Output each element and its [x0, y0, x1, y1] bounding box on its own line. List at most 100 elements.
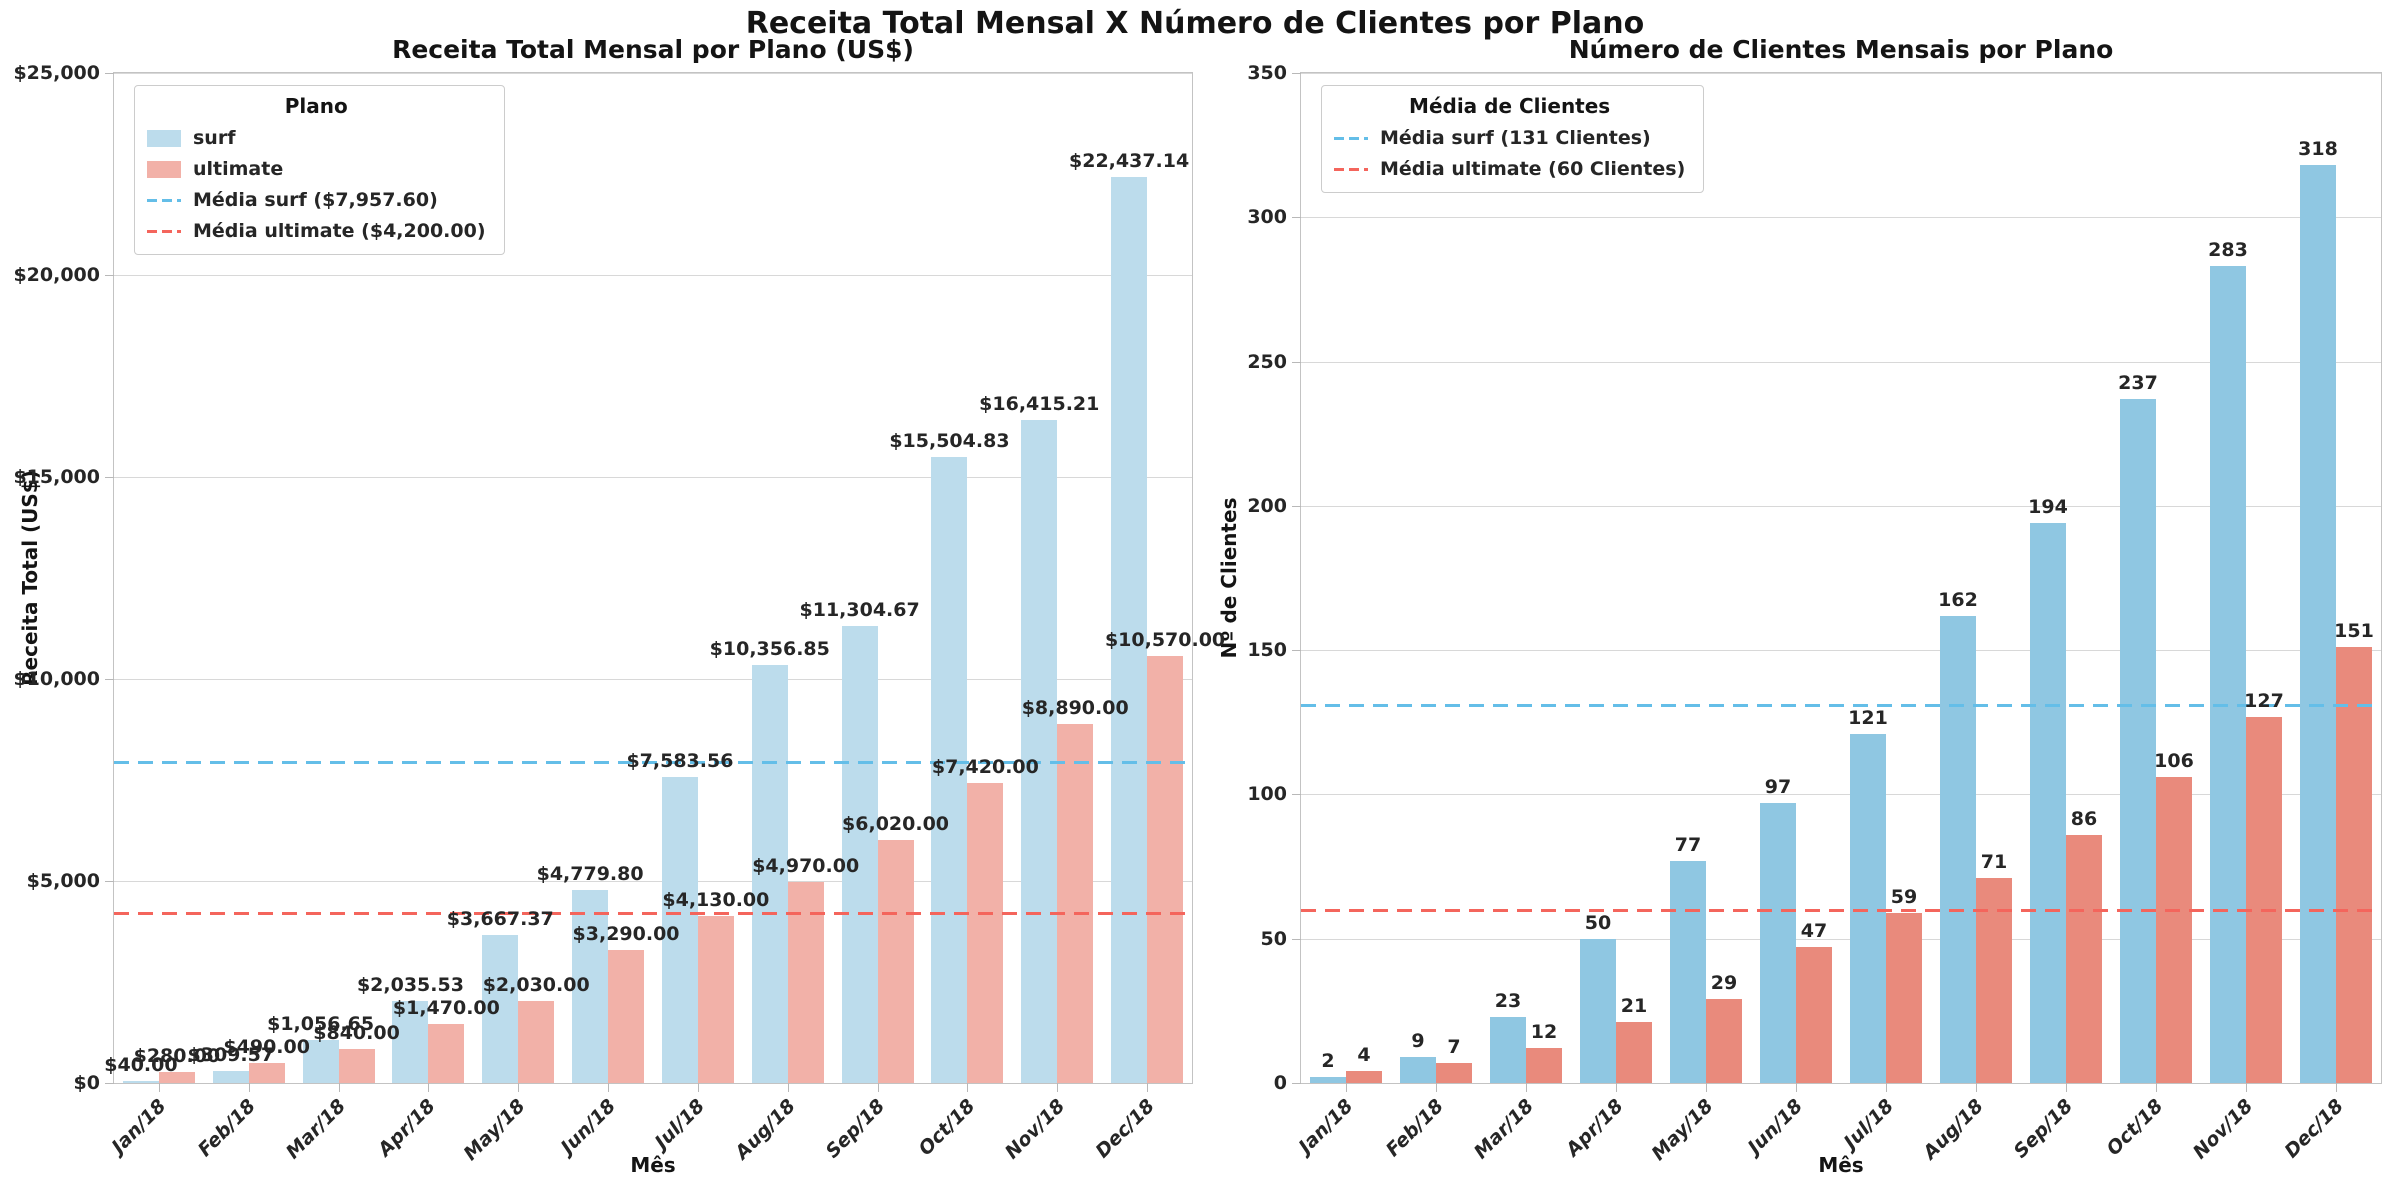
y-tick: [1292, 1083, 1301, 1084]
y-tick: [105, 881, 114, 882]
bar-value-label: $11,304.67: [799, 599, 920, 622]
legend-item-label: Média ultimate (60 Clientes): [1380, 158, 1686, 180]
x-tick-label: Jul/18: [651, 1095, 710, 1154]
bar-value-label: $4,130.00: [662, 889, 770, 912]
bar-ultimate: [2336, 647, 2372, 1083]
x-tick: [428, 1083, 430, 1092]
bar-value-label: 29: [1710, 972, 1738, 995]
x-tick-label: Jan/18: [107, 1095, 171, 1158]
x-tick-label: Apr/18: [374, 1095, 440, 1161]
bar-surf: [2210, 266, 2246, 1083]
y-tick: [1292, 938, 1301, 940]
y-tick-label: $10,000: [13, 668, 100, 690]
x-tick: [2066, 1083, 2067, 1092]
bar-value-label: $7,420.00: [931, 756, 1039, 779]
y-tick: [105, 1083, 114, 1084]
bar-ultimate: [1346, 1071, 1382, 1083]
x-tick: [158, 1083, 160, 1092]
y-tick-label: $25,000: [13, 62, 100, 84]
bar-surf: [122, 1081, 159, 1083]
bar-ultimate: [428, 1023, 465, 1083]
x-tick-label: Jun/18: [556, 1095, 620, 1159]
bar-value-label: $16,415.21: [979, 392, 1100, 415]
bar-value-label: $280.00: [133, 1044, 221, 1067]
bar-value-label: 50: [1584, 911, 1612, 934]
bar-value-label: 151: [2334, 620, 2374, 643]
bar-ultimate: [1436, 1062, 1472, 1083]
bar-value-label: 127: [2244, 689, 2284, 712]
bar-surf: [1021, 419, 1058, 1083]
x-tick: [518, 1083, 520, 1092]
bar-surf: [482, 934, 519, 1083]
gridline: [114, 73, 1192, 74]
y-tick-label: 150: [1247, 639, 1287, 662]
bar-ultimate: [1526, 1048, 1562, 1083]
x-tick: [1886, 1083, 1887, 1092]
bar-ultimate: [1616, 1022, 1652, 1083]
y-tick-label: 200: [1247, 494, 1287, 517]
bar-value-label: 9: [1411, 1030, 1425, 1053]
bar-ultimate: [1706, 999, 1742, 1083]
bar-value-label: $3,290.00: [572, 923, 680, 946]
gridline: [114, 679, 1192, 680]
bar-value-label: $7,583.56: [626, 749, 734, 772]
x-tick: [1976, 1083, 1977, 1092]
legend-dash-sample: [147, 229, 181, 233]
bar-ultimate: [1976, 878, 2012, 1083]
y-tick-label: $5,000: [26, 870, 100, 892]
y-tick-label: 0: [1273, 1072, 1287, 1094]
gridline: [1301, 938, 2381, 940]
bar-surf: [1400, 1057, 1436, 1083]
bar-value-label: $4,970.00: [752, 855, 860, 878]
x-tick-label: Jul/18: [1839, 1095, 1898, 1154]
y-tick: [1292, 361, 1301, 363]
bar-surf: [931, 456, 968, 1083]
y-tick-label: 50: [1260, 927, 1287, 950]
bar-surf: [1940, 615, 1976, 1083]
x-tick: [1526, 1083, 1527, 1092]
gridline: [1301, 73, 2381, 74]
clients-chart-title: Número de Clientes Mensais por Plano: [1568, 35, 2114, 64]
bar-value-label: 283: [2208, 239, 2248, 262]
bar-value-label: 21: [1620, 995, 1648, 1018]
x-tick: [967, 1083, 969, 1092]
bar-value-label: $8,890.00: [1021, 696, 1129, 719]
bar-ultimate: [697, 916, 734, 1083]
bar-ultimate: [608, 950, 644, 1083]
bar-ultimate: [2156, 777, 2192, 1083]
gridline: [114, 477, 1192, 478]
legend-item-label: ultimate: [193, 158, 284, 180]
legend-title: Média de Clientes: [1409, 94, 1611, 118]
bar-value-label: $15,504.83: [889, 429, 1010, 452]
bar-value-label: 47: [1800, 920, 1828, 943]
legend-item: Média ultimate ($4,200.00): [147, 220, 486, 242]
legend-dash-sample: [1334, 136, 1368, 140]
x-tick: [2156, 1083, 2157, 1092]
x-tick: [1616, 1083, 1617, 1092]
bar-value-label: $22,437.14: [1069, 149, 1190, 172]
x-tick-label: Jun/18: [1744, 1095, 1808, 1159]
bar-value-label: 121: [1848, 706, 1888, 729]
x-tick-label: Feb/18: [1381, 1095, 1448, 1162]
x-tick: [877, 1083, 879, 1092]
mean-line: [114, 760, 1192, 764]
revenue-chart: Receita Total Mensal por Plano (US$) Rec…: [13, 35, 1225, 1177]
legend-title: Plano: [284, 94, 348, 118]
bar-surf: [572, 889, 609, 1083]
bar-value-label: 237: [2118, 372, 2158, 395]
y-tick: [1292, 794, 1301, 796]
bar-surf: [2120, 399, 2156, 1083]
bar-surf: [1670, 860, 1706, 1083]
gridline: [114, 881, 1192, 882]
gridline: [1301, 361, 2381, 363]
revenue-chart-title: Receita Total Mensal por Plano (US$): [392, 35, 914, 64]
bar-ultimate: [518, 1001, 555, 1083]
legend-item: Média surf ($7,957.60): [147, 189, 486, 211]
y-tick: [1292, 505, 1301, 507]
legend-item-label: surf: [193, 127, 236, 149]
gridline: [1301, 217, 2381, 219]
legend-color-patch: [147, 129, 181, 147]
x-tick: [1796, 1083, 1797, 1092]
gridline: [1301, 794, 2381, 796]
x-tick: [2336, 1083, 2337, 1092]
